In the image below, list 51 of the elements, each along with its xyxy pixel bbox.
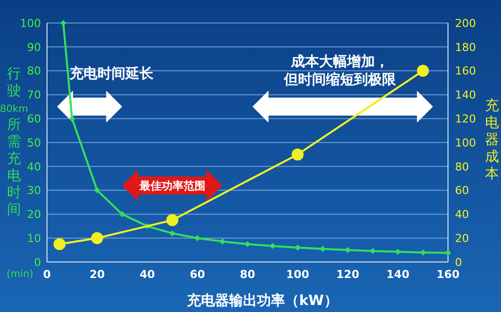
text: (min) [6,269,34,280]
point [60,20,66,26]
y2-tick-label: 80 [455,160,469,174]
y-tick-label: 80 [27,64,41,78]
x-tick-label: 100 [286,268,310,281]
y-tick-label: 100 [20,16,41,30]
x-tick-label: 80 [240,268,256,281]
point [292,148,304,160]
y2-tick-label: 20 [455,232,469,245]
point [94,187,100,194]
point [166,214,178,226]
x-tick-label: 40 [140,268,156,281]
point [69,116,76,122]
point [244,241,250,248]
y2-axis-title: 充电器成本 [485,98,499,182]
annotation: 最佳功率范围 [138,179,206,192]
y-tick-label: 50 [27,136,41,150]
y-tick-label: 70 [27,88,41,102]
x-tick-label: 60 [190,268,206,281]
y-tick-label: 40 [27,160,41,174]
y2-tick-label: 100 [455,136,476,150]
point [194,235,200,242]
point [445,250,451,256]
point [416,64,429,77]
x-tick-label: 20 [89,268,106,281]
y2-tick-label: 140 [455,88,476,102]
x-tick-label: 120 [336,268,360,281]
y2-tick-label: 0 [455,256,462,269]
y2-tick-label: 60 [455,184,469,198]
annotation: 成本大幅增加，但时间缩短到极限 [283,54,398,88]
y2-tick-label: 40 [455,208,469,222]
y2-tick-label: 180 [455,40,476,54]
y-tick-label: 30 [27,184,41,198]
y-tick-label: 0 [34,256,41,269]
y-tick-label: 10 [27,232,41,245]
x-tick-label: 140 [386,268,410,281]
point [54,238,66,250]
point [119,211,126,218]
text: 行驶80km所需充电时间 [0,66,28,218]
y2-tick-label: 160 [455,64,476,78]
y2-tick-label: 120 [455,112,476,126]
y-tick-label: 20 [27,208,41,222]
y-tick-label: 90 [27,40,41,54]
annotation: 充电时间延长 [68,64,155,82]
x-tick-label: 160 [436,268,460,281]
x-tick-label: 0 [43,268,52,281]
point [169,230,176,236]
y2-tick-label: 200 [455,16,476,30]
y-tick-label: 60 [27,112,41,126]
point [91,232,104,244]
x-axis-title: 充电器输出功率（kW） [186,292,338,309]
